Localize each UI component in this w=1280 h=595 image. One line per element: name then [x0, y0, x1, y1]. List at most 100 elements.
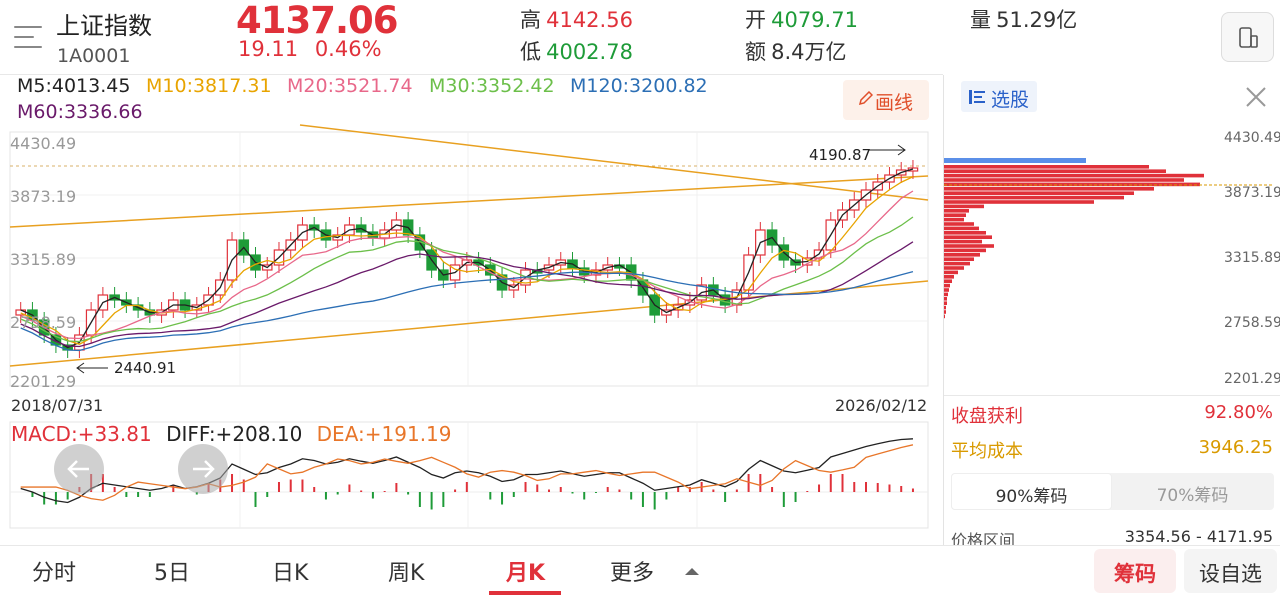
price-range-value: 3354.56 - 4171.95 [1124, 527, 1273, 546]
tab-5day[interactable]: 5日 [154, 561, 190, 586]
scroll-right-button[interactable] [178, 444, 228, 494]
trend-line [299, 124, 929, 201]
chip-bar [944, 261, 970, 266]
caret-up-icon[interactable] [684, 566, 700, 576]
ma30-legend: M30:3352.42 [429, 75, 555, 97]
chip-bar [944, 266, 964, 270]
low-label: 低 [520, 40, 541, 64]
ma120-line [20, 270, 914, 352]
macd-value: MACD:+33.81 [11, 422, 152, 446]
draw-line-button[interactable]: 画线 [843, 80, 929, 120]
phone-switch-icon [1239, 27, 1258, 48]
profit-value: 92.80% [1204, 402, 1273, 423]
y-label-4: 2758.59 [10, 313, 77, 332]
price-change: 19.11 0.46% [238, 37, 382, 61]
chip-90-tab[interactable]: 90%筹码 [951, 473, 1112, 510]
macd-frame [9, 421, 929, 529]
high-row: 高 4142.56 [520, 4, 633, 34]
amount-label: 额 [745, 40, 766, 64]
trend-line [9, 175, 929, 228]
stock-select-button[interactable]: 选股 [961, 81, 1038, 112]
menu-icon[interactable] [14, 24, 44, 50]
chip-bar [944, 173, 1204, 178]
max-arrow [868, 144, 906, 156]
panel-price-2: 3873.19 [1224, 185, 1280, 201]
macd-legend: MACD:+33.81 DIFF:+208.10 DEA:+191.19 [11, 422, 452, 446]
active-tab-indicator [489, 591, 561, 595]
tab-monthly-k[interactable]: 月K [506, 561, 546, 586]
chip-bar [944, 200, 1094, 204]
chip-distribution-chart [944, 158, 1274, 319]
chip-bar [944, 283, 950, 288]
chip-bar [944, 178, 1184, 182]
panel-price-5: 2201.29 [1224, 371, 1280, 387]
chip-bar [944, 226, 979, 231]
panel-price-3: 3315.89 [1224, 250, 1280, 266]
chip-bar [944, 217, 964, 222]
chip-bar [944, 182, 1200, 187]
volume-value: 51.29亿 [996, 8, 1078, 32]
change-value: 19.11 [238, 37, 299, 61]
ma10-legend: M10:3817.31 [146, 75, 272, 97]
chip-70-tab[interactable]: 70%筹码 [1156, 486, 1229, 506]
ma10-line [20, 176, 914, 345]
chip-bar [944, 248, 986, 253]
y-label-1: 4430.49 [10, 134, 77, 153]
tab-weekly-k[interactable]: 周K [388, 561, 425, 586]
y-label-3: 3315.89 [10, 250, 77, 269]
open-label: 开 [745, 8, 766, 32]
ma60-line [20, 241, 914, 348]
ma120-legend: M120:3200.82 [570, 75, 708, 97]
chip-bar [944, 191, 1134, 195]
list-icon [969, 90, 985, 104]
arrow-left-icon [67, 460, 89, 478]
diff-value: DIFF:+208.10 [166, 422, 303, 446]
high-value: 4142.56 [546, 8, 633, 32]
avg-cost-label: 平均成本 [951, 441, 1023, 462]
chip-bar [944, 292, 948, 297]
open-value: 4079.71 [771, 8, 858, 32]
ma5-legend: M5:4013.45 [17, 75, 131, 97]
tab-daily-k[interactable]: 日K [272, 561, 309, 586]
low-value: 4002.78 [546, 40, 633, 64]
high-label: 高 [520, 8, 541, 32]
amount-value: 8.4万亿 [771, 40, 847, 64]
scroll-left-button[interactable] [54, 444, 104, 494]
index-code: 1A0001 [57, 45, 131, 67]
chip-bar [944, 222, 974, 226]
chips-button[interactable]: 筹码 [1094, 549, 1176, 593]
chip-bar [944, 231, 986, 235]
end-date: 2026/02/12 [835, 396, 928, 415]
index-name: 上证指数 [56, 12, 152, 40]
y-label-2: 3873.19 [10, 187, 77, 206]
chip-bar [944, 169, 1166, 173]
avg-cost-value: 3946.25 [1198, 437, 1273, 458]
kline-frame [9, 131, 929, 387]
tab-more[interactable]: 更多 [610, 561, 655, 586]
chip-bar [944, 270, 958, 275]
panel-divider [944, 395, 1280, 396]
min-arrow [76, 362, 108, 374]
change-percent: 0.46% [314, 37, 382, 61]
dea-value: DEA:+191.19 [316, 422, 452, 446]
chip-bar-blue [944, 158, 1086, 163]
ma60-legend: M60:3336.66 [17, 101, 143, 123]
header-divider [0, 74, 943, 75]
phone-switch-button[interactable] [1221, 12, 1274, 62]
ma20-legend: M20:3521.74 [287, 75, 413, 97]
volume-row: 量 51.29亿 [970, 4, 1077, 34]
kline-chart[interactable] [0, 120, 943, 540]
tab-intraday[interactable]: 分时 [32, 561, 77, 586]
diff-line [20, 438, 913, 504]
close-icon[interactable] [1244, 85, 1268, 109]
chip-bar [944, 239, 982, 244]
dea-line [20, 444, 914, 501]
add-favorite-button[interactable]: 设自选 [1184, 549, 1277, 593]
ma5-line [20, 168, 914, 349]
chip-bar [944, 310, 946, 314]
open-row: 开 4079.71 [745, 4, 858, 34]
ma30-line [20, 216, 914, 343]
low-row: 低 4002.78 [520, 36, 633, 66]
chip-bar [944, 187, 1154, 191]
chip-bar [944, 279, 952, 283]
